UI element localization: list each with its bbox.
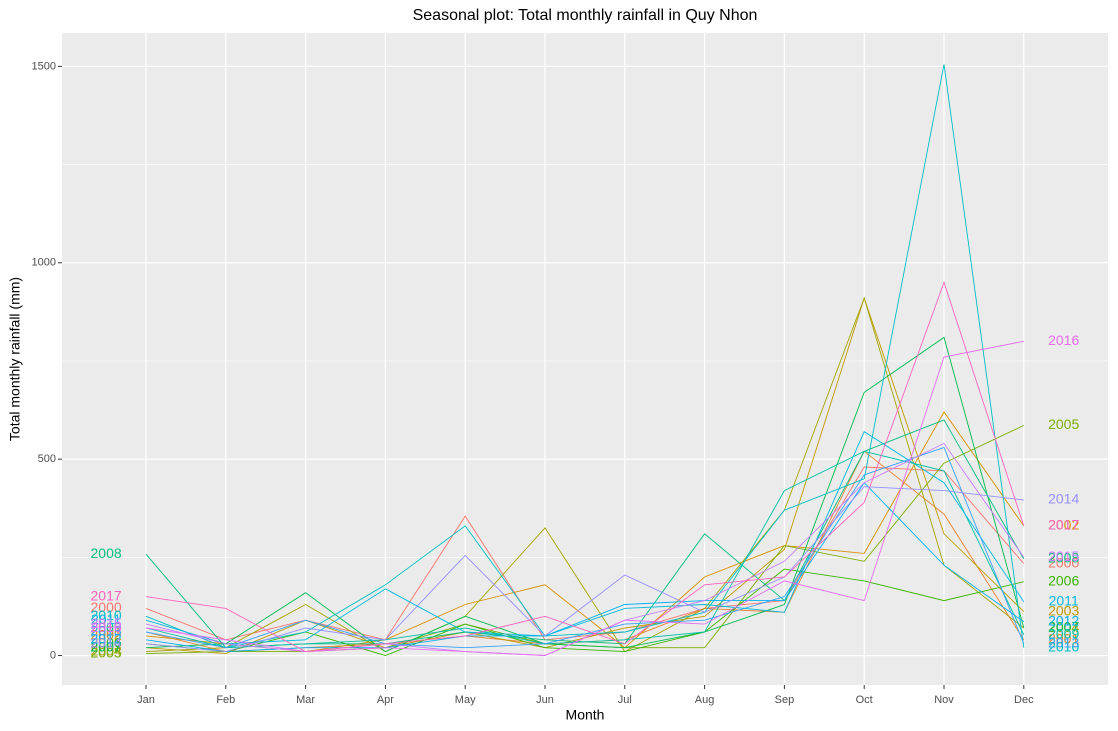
grid	[62, 33, 1108, 685]
series-label-end: 2009	[1048, 625, 1079, 641]
series-label-start: 2012	[91, 631, 122, 647]
x-tick-label: May	[455, 694, 476, 706]
series-label-start: 2007	[91, 638, 122, 654]
series-label-start: 2017	[91, 587, 122, 603]
series-label-start: 2010	[91, 607, 122, 623]
series-label-end: 2005	[1048, 416, 1079, 432]
series-line	[145, 486, 1024, 653]
series-label-start: 2015	[91, 615, 122, 631]
series-label-end: 2014	[1048, 491, 1079, 507]
x-tick-label: Aug	[695, 694, 715, 706]
series-line	[145, 431, 1025, 645]
series-label-start: 2002	[91, 627, 122, 643]
series-label-start: 2016	[91, 619, 122, 635]
x-tick-label: Jan	[137, 694, 155, 706]
series-label-end: 2006	[1048, 572, 1079, 588]
x-tick-label: Feb	[216, 694, 235, 706]
series-line	[145, 296, 1025, 653]
series-line	[145, 446, 1025, 649]
series-label-start: 2013	[91, 623, 122, 639]
series-label-end: 2010	[1048, 638, 1079, 654]
series-label-end: 2002	[1048, 517, 1079, 533]
series-label-start: 2001	[91, 623, 122, 639]
panel	[62, 33, 1108, 685]
series-line	[145, 568, 1024, 656]
chart-title: Seasonal plot: Total monthly rainfall in…	[413, 7, 758, 24]
series-label-end: 2013	[1048, 634, 1079, 650]
series-label-start: 2005	[91, 644, 122, 660]
y-axis-title: Total monthly rainfall (mm)	[7, 277, 23, 441]
y-tick-label: 1500	[32, 60, 56, 72]
series-label-end: 2017	[1048, 517, 1079, 533]
series-label-end: 2011	[1049, 592, 1079, 608]
series-label-end: 2012	[1048, 612, 1079, 628]
x-tick-label: Apr	[377, 694, 394, 706]
series-label-end: 2008	[1048, 550, 1079, 566]
series-label-start: 2009	[91, 619, 122, 635]
series-label-end: 2000	[1048, 554, 1079, 570]
series-label-end: 2003	[1048, 602, 1079, 618]
y-tick-label: 0	[50, 649, 56, 661]
series-label-start: 2008	[91, 545, 122, 561]
series-line	[145, 340, 1024, 656]
x-tick-label: Jun	[536, 694, 554, 706]
series-label-end: 2015	[1048, 548, 1079, 564]
x-tick-label: Jul	[618, 694, 632, 706]
lines	[145, 64, 1025, 656]
series-label-end: 2001	[1048, 631, 1079, 647]
x-axis-title: Month	[566, 707, 605, 723]
series-label-start: 2003	[91, 638, 122, 654]
series-line	[145, 281, 1025, 653]
x-tick-label: Nov	[934, 694, 954, 706]
x-tick-label: Mar	[296, 694, 315, 706]
series-line	[145, 336, 1025, 653]
x-tick-label: Sep	[775, 694, 795, 706]
series-label-start: 2011	[91, 611, 121, 627]
series-label-start: 2014	[91, 634, 122, 650]
y-tick-label: 500	[38, 453, 56, 465]
series-label-start: 2006	[91, 634, 122, 650]
series-line	[145, 466, 1025, 641]
x-tick-label: Oct	[856, 694, 873, 706]
y-tick-label: 1000	[32, 257, 56, 269]
series-label-end: 2007	[1048, 618, 1079, 634]
x-tick-label: Dec	[1014, 694, 1034, 706]
series-label-start: 2004	[91, 642, 122, 658]
series-line	[145, 481, 1025, 653]
series-label-end: 2016	[1048, 332, 1079, 348]
series-label-end: 2004	[1048, 619, 1079, 635]
series-label-start: 2000	[91, 599, 122, 615]
